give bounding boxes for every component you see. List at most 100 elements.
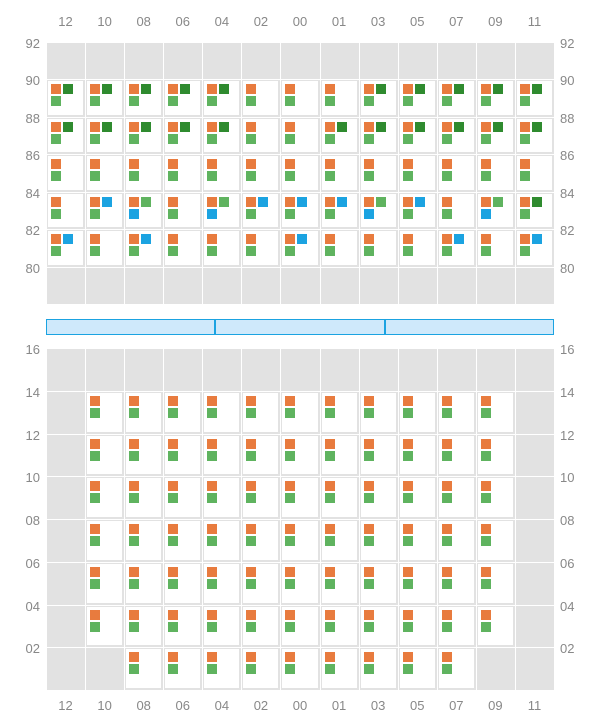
marker	[364, 664, 374, 674]
marker	[168, 664, 178, 674]
lower-cell	[165, 521, 200, 560]
grid-line	[46, 434, 554, 435]
marker	[51, 134, 61, 144]
x-axis-label-top: 09	[481, 14, 509, 29]
upper-cell	[204, 156, 239, 189]
marker	[129, 209, 139, 219]
marker	[168, 84, 178, 94]
lower-cell	[361, 436, 396, 475]
lower-cell	[243, 564, 278, 603]
marker	[102, 84, 112, 94]
marker	[415, 197, 425, 207]
x-axis-label-bottom: 08	[130, 698, 158, 713]
lower-cell	[361, 607, 396, 646]
marker	[285, 408, 295, 418]
lower-cell	[439, 564, 474, 603]
marker	[364, 197, 374, 207]
marker	[364, 610, 374, 620]
lower-cell	[243, 649, 278, 688]
marker	[207, 234, 217, 244]
lower-cell	[439, 607, 474, 646]
upper-cell	[439, 119, 474, 152]
marker	[403, 134, 413, 144]
lower-cell	[439, 478, 474, 517]
marker	[102, 122, 112, 132]
upper-cell	[400, 194, 435, 227]
grid-line	[46, 476, 554, 477]
lower-cell	[165, 478, 200, 517]
marker	[403, 481, 413, 491]
y-axis-label-left: 80	[12, 261, 40, 276]
lower-cell	[478, 478, 513, 517]
marker	[285, 567, 295, 577]
marker	[207, 664, 217, 674]
marker	[90, 171, 100, 181]
marker	[403, 493, 413, 503]
marker	[520, 246, 530, 256]
upper-cell	[361, 156, 396, 189]
marker	[520, 134, 530, 144]
marker	[51, 171, 61, 181]
upper-cell	[478, 231, 513, 264]
lower-cell	[126, 649, 161, 688]
marker	[520, 122, 530, 132]
x-axis-label-top: 07	[442, 14, 470, 29]
marker	[168, 246, 178, 256]
marker	[403, 84, 413, 94]
marker	[285, 439, 295, 449]
grid-line	[46, 391, 554, 392]
lower-cell	[204, 478, 239, 517]
marker	[51, 122, 61, 132]
marker	[285, 197, 295, 207]
marker	[168, 159, 178, 169]
marker	[285, 84, 295, 94]
upper-cell	[322, 119, 357, 152]
upper-cell	[165, 81, 200, 114]
lower-cell	[87, 436, 122, 475]
marker	[285, 481, 295, 491]
x-axis-label-bottom: 05	[403, 698, 431, 713]
grid-line	[554, 348, 555, 690]
marker	[285, 524, 295, 534]
grid-line	[359, 42, 360, 304]
marker	[364, 524, 374, 534]
upper-cell	[282, 231, 317, 264]
marker	[129, 197, 139, 207]
marker	[168, 234, 178, 244]
marker	[207, 536, 217, 546]
y-axis-label-right: 90	[560, 73, 588, 88]
marker	[364, 134, 374, 144]
upper-cell	[478, 194, 513, 227]
marker	[246, 481, 256, 491]
marker	[532, 84, 542, 94]
upper-cell	[400, 119, 435, 152]
lower-cell	[282, 564, 317, 603]
upper-cell	[439, 231, 474, 264]
marker	[180, 122, 190, 132]
grid-line	[202, 42, 203, 304]
lower-cell	[361, 393, 396, 432]
divider-segment	[215, 319, 384, 335]
x-axis-label-bottom: 06	[169, 698, 197, 713]
lower-cell	[439, 436, 474, 475]
marker	[285, 493, 295, 503]
lower-cell	[243, 607, 278, 646]
marker	[129, 408, 139, 418]
marker	[168, 567, 178, 577]
lower-cell	[87, 393, 122, 432]
lower-cell	[87, 607, 122, 646]
marker	[168, 622, 178, 632]
y-axis-label-right: 08	[560, 513, 588, 528]
x-axis-label-bottom: 11	[520, 698, 548, 713]
marker	[403, 536, 413, 546]
marker	[285, 579, 295, 589]
marker	[129, 439, 139, 449]
x-axis-label-bottom: 07	[442, 698, 470, 713]
marker	[207, 134, 217, 144]
marker	[442, 122, 452, 132]
marker	[258, 197, 268, 207]
marker	[246, 209, 256, 219]
marker	[442, 664, 452, 674]
marker	[246, 408, 256, 418]
upper-cell	[87, 156, 122, 189]
